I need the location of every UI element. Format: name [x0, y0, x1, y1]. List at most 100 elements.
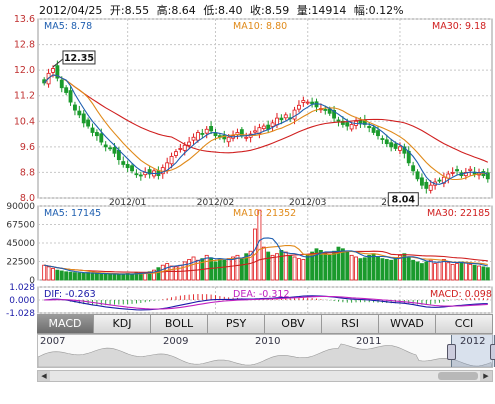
scroll-left-icon[interactable]: ◀	[38, 371, 50, 381]
candle-body	[463, 172, 468, 177]
tab-obv[interactable]: OBV	[265, 315, 322, 333]
candle-body	[349, 124, 354, 130]
candle-body	[99, 133, 104, 143]
volume-bar	[358, 258, 363, 281]
low-annotation-label: 8.04	[392, 195, 416, 206]
tab-psy[interactable]: PSY	[208, 315, 265, 333]
candle-body	[376, 130, 380, 137]
volume-bar	[169, 265, 174, 281]
volume-bar	[419, 263, 424, 281]
volume-bar	[354, 256, 358, 281]
price-tick-label: 13.6	[14, 14, 35, 25]
volume-bar	[349, 254, 354, 281]
volume-bar	[481, 266, 486, 281]
candle-body	[108, 147, 113, 150]
navigator-year-label: 2012	[460, 336, 486, 347]
volume-bar	[340, 248, 345, 281]
price-tick-label: 8.0	[20, 193, 35, 204]
volume-bar	[402, 253, 407, 281]
scrollbar-thumb[interactable]	[438, 372, 478, 380]
volume-bar	[433, 263, 438, 281]
volume-bar	[68, 271, 73, 281]
candle-body	[301, 100, 306, 103]
volume-bar	[275, 253, 279, 281]
volume-bar	[314, 248, 319, 281]
candle-body	[51, 68, 55, 73]
candle-body	[468, 168, 473, 171]
tab-macd[interactable]: MACD	[37, 315, 94, 333]
volume-bar	[398, 254, 402, 281]
candle-body	[345, 122, 350, 127]
candle-body	[138, 174, 143, 177]
quote-close: 收:8.59	[250, 4, 290, 17]
volume-bar	[217, 259, 222, 281]
candle-body	[275, 117, 279, 126]
candle-body	[292, 109, 297, 120]
volume-bar	[51, 268, 55, 281]
macd-tick-label: -1.028	[6, 309, 35, 319]
candle-body	[384, 139, 389, 145]
price-tick-label: 12.0	[14, 65, 35, 76]
ma30-line	[43, 74, 489, 163]
candle-body	[134, 173, 139, 176]
navigator-left-handle[interactable]	[447, 344, 456, 360]
volume-bar	[55, 269, 60, 281]
volume-bar	[99, 273, 104, 281]
scroll-right-icon[interactable]: ▶	[480, 371, 492, 381]
dif-line	[44, 295, 488, 311]
candle-body	[86, 119, 91, 127]
candle-body	[68, 90, 73, 103]
volume-bar	[222, 259, 227, 281]
volume-bar	[77, 272, 82, 281]
volume-bar	[152, 269, 156, 281]
candle-body	[402, 146, 407, 154]
candle-body	[419, 177, 424, 186]
navigator-right-handle[interactable]	[490, 344, 495, 360]
volume-bar	[332, 250, 337, 281]
tab-kdj[interactable]: KDJ	[94, 315, 151, 333]
volume-bar	[231, 256, 235, 281]
tab-boll[interactable]: BOLL	[151, 315, 208, 333]
volume-bar	[472, 264, 477, 281]
candle-body	[90, 127, 95, 133]
candle-body	[81, 113, 86, 124]
volume-ma5-legend: MA5: 17145	[44, 208, 101, 219]
volume-bar	[261, 246, 266, 281]
tab-cci[interactable]: CCI	[436, 315, 493, 333]
volume-bar	[450, 263, 455, 281]
time-navigator[interactable]: 2007 2009 2010 2011 2012	[37, 334, 495, 368]
volume-bar	[441, 259, 446, 281]
volume-bar	[292, 256, 297, 281]
candle-body	[305, 101, 310, 104]
candle-body	[55, 65, 60, 79]
dea-line	[44, 295, 488, 310]
candle-body	[209, 126, 214, 132]
volume-bar	[415, 261, 420, 281]
tab-wvad[interactable]: WVAD	[379, 315, 436, 333]
volume-bar	[437, 261, 442, 281]
navigator-scrollbar[interactable]: ◀ ▶	[37, 370, 493, 382]
volume-bar	[459, 261, 464, 281]
price-ma5-legend: MA5: 8.78	[44, 21, 92, 32]
candle-body	[125, 164, 130, 169]
candle-body	[121, 161, 126, 165]
volume-ma10-legend: MA10: 21352	[233, 208, 296, 219]
volume-bar	[428, 259, 433, 281]
volume-bar	[266, 251, 271, 281]
candle-body	[195, 132, 200, 141]
high-annotation-box	[62, 50, 96, 65]
price-ma30-legend: MA30: 9.18	[432, 21, 486, 32]
candle-body	[253, 130, 257, 133]
volume-bar	[345, 251, 350, 281]
volume-bar	[336, 246, 341, 281]
volume-bar	[301, 259, 306, 281]
tab-rsi[interactable]: RSI	[322, 315, 379, 333]
volume-bar	[485, 267, 490, 281]
volume-bar	[160, 264, 165, 281]
high-annotation-pointer	[52, 58, 64, 68]
candle-body	[94, 132, 99, 137]
volume-bar	[389, 259, 394, 281]
volume-bar	[463, 262, 468, 281]
candle-body	[340, 120, 345, 125]
candle-body	[182, 144, 187, 151]
